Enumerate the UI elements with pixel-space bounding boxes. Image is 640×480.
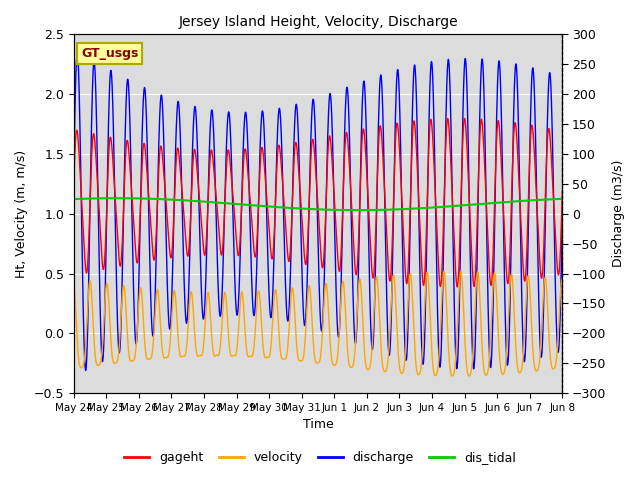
Legend: gageht, velocity, discharge, dis_tidal: gageht, velocity, discharge, dis_tidal xyxy=(119,446,521,469)
Title: Jersey Island Height, Velocity, Discharge: Jersey Island Height, Velocity, Discharg… xyxy=(179,15,458,29)
X-axis label: Time: Time xyxy=(303,419,333,432)
Text: GT_usgs: GT_usgs xyxy=(81,47,138,60)
Y-axis label: Ht, Velocity (m, m/s): Ht, Velocity (m, m/s) xyxy=(15,150,28,278)
Y-axis label: Discharge (m3/s): Discharge (m3/s) xyxy=(612,160,625,267)
